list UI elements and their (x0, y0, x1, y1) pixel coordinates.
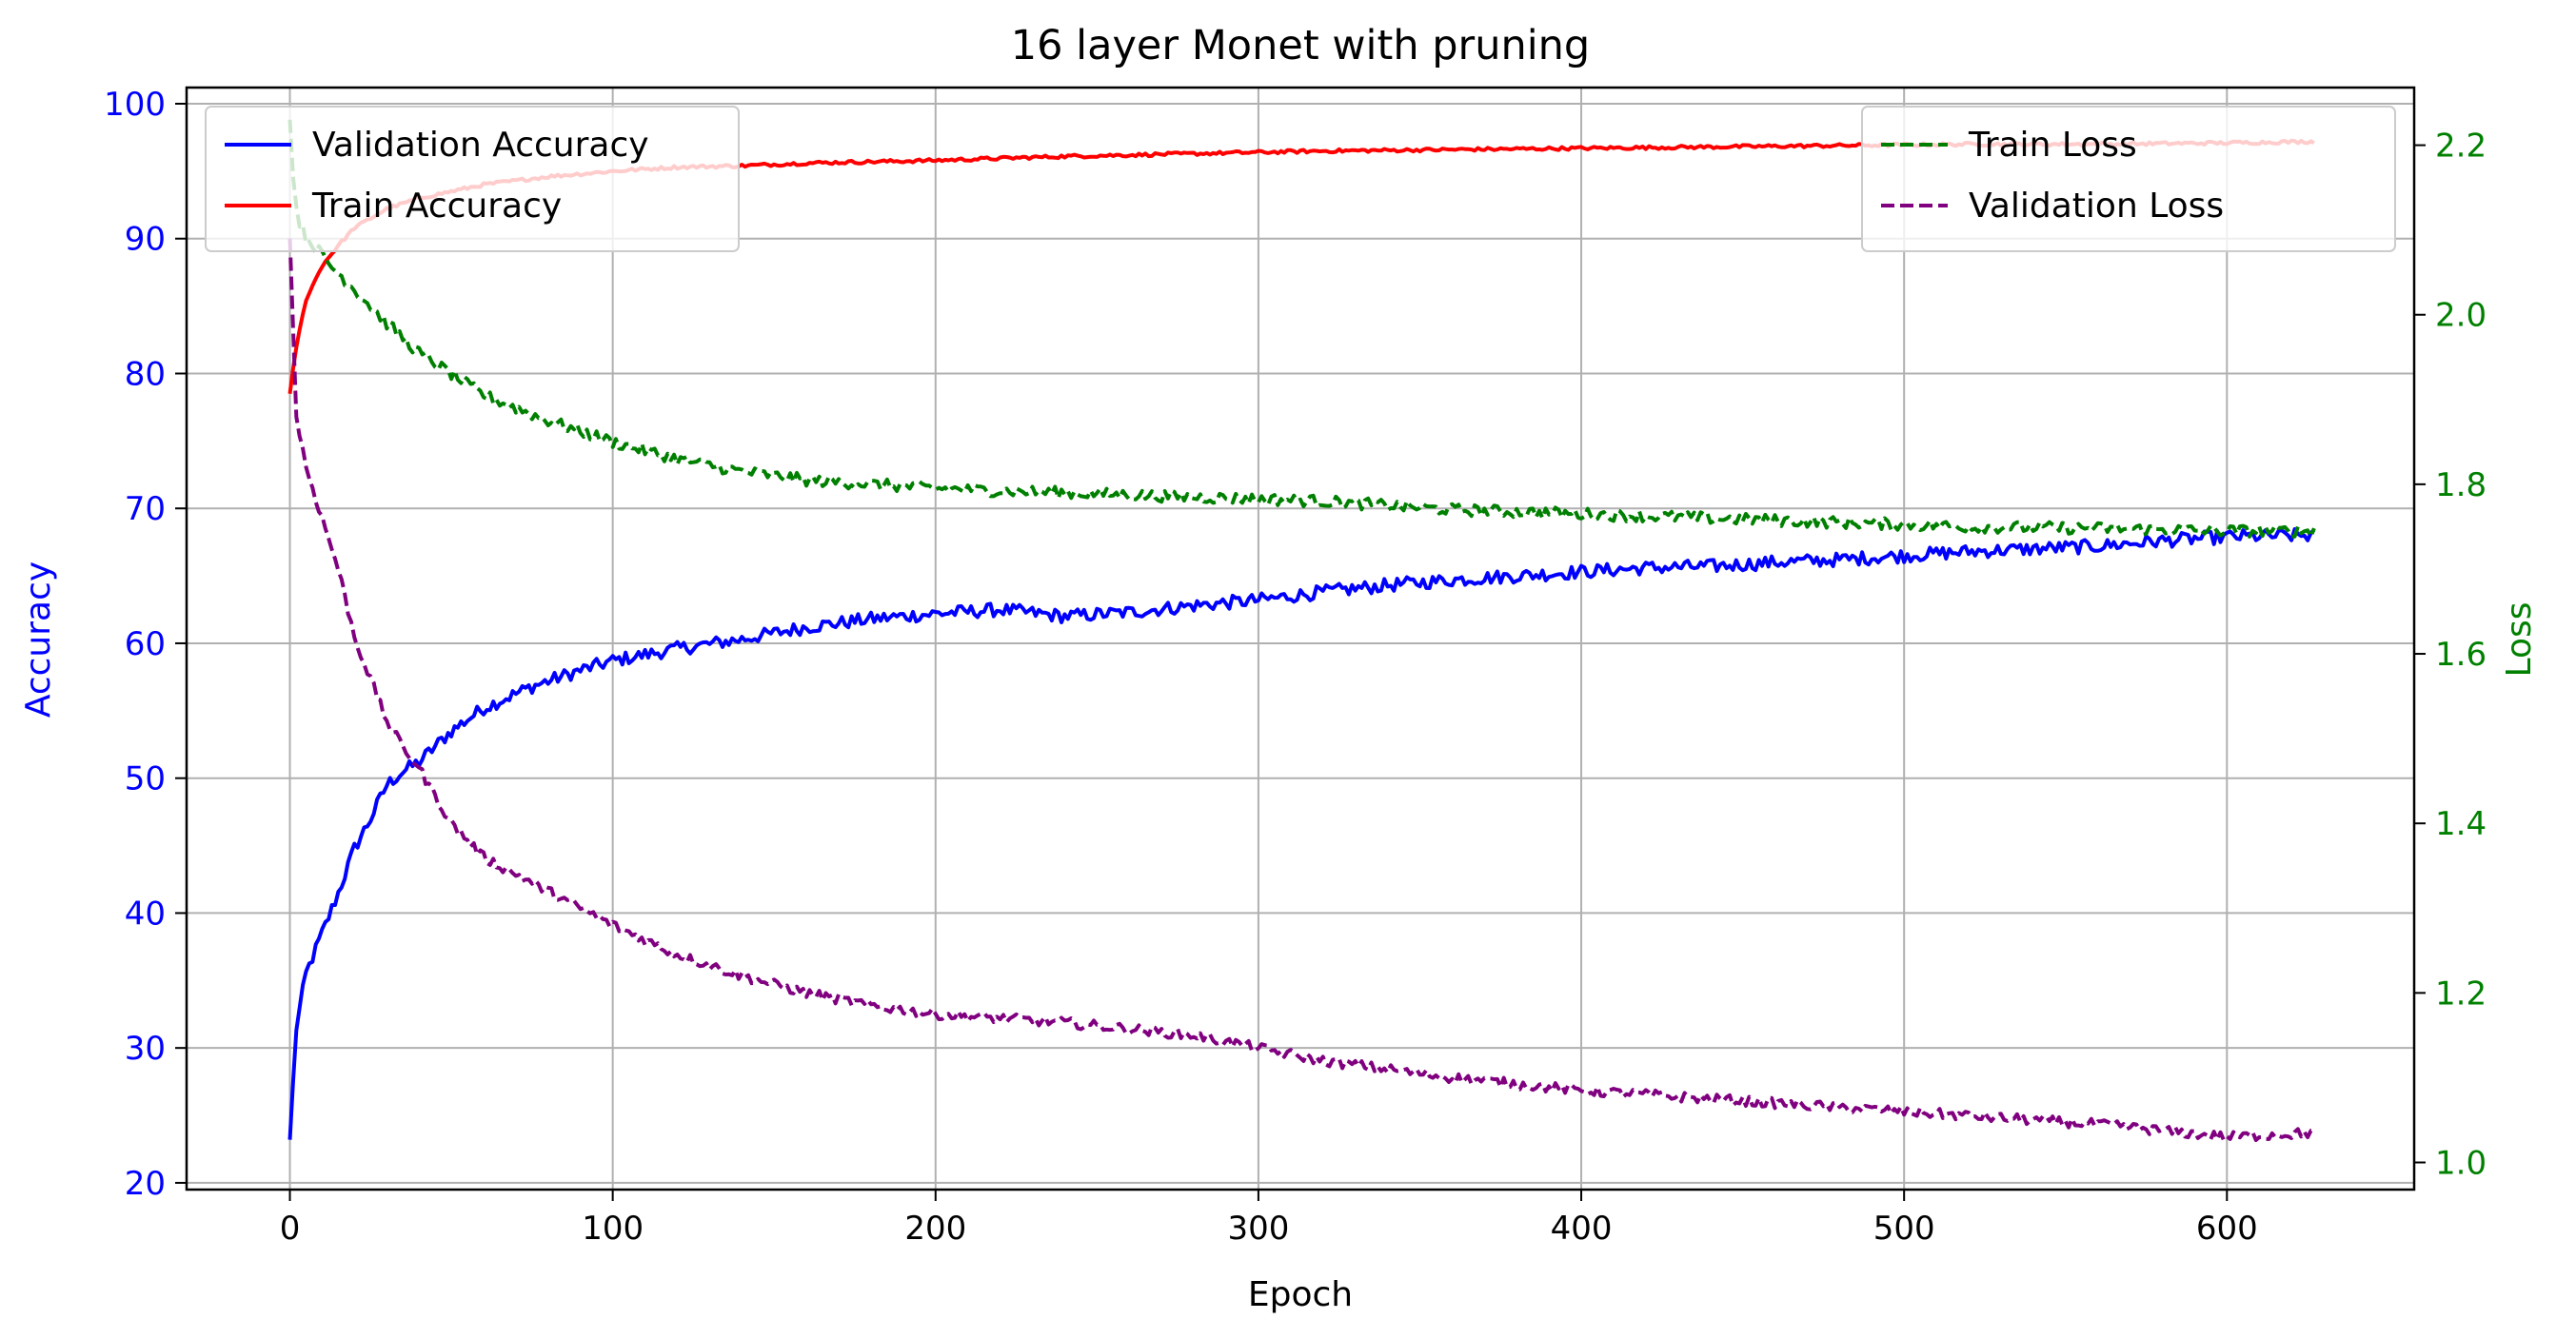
axes: 0 100 200 300 400 500 600 20 30 40 50 60 70 80 90 100 1.… (104, 86, 2487, 1248)
x-tick-label: 100 (582, 1210, 644, 1248)
x-tick-label: 400 (1551, 1210, 1613, 1248)
y-axis-label-left: Accuracy (19, 561, 58, 718)
series-validation-loss (287, 238, 2315, 1142)
y-tick-label-right: 1.6 (2435, 636, 2487, 674)
legend-label: Train Accuracy (311, 187, 562, 226)
legend-accuracy: Validation Accuracy Train Accuracy (205, 106, 740, 252)
x-tick-label: 500 (1873, 1210, 1935, 1248)
y-axis-label-right: Loss (2500, 602, 2539, 678)
x-tick-label: 600 (2196, 1210, 2258, 1248)
y-tick-label-left: 80 (125, 355, 166, 393)
grid (187, 88, 2414, 1190)
series-validation-accuracy (287, 527, 2316, 1140)
y-tick-label-left: 70 (125, 490, 166, 528)
legend-label: Validation Accuracy (312, 126, 649, 165)
legend-label: Train Loss (1968, 126, 2137, 165)
y-tick-label-left: 90 (125, 221, 166, 259)
y-tick-label-left: 40 (125, 895, 166, 933)
y-tick-label-right: 1.4 (2435, 805, 2487, 843)
y-tick-label-left: 30 (125, 1030, 166, 1068)
y-tick-label-right: 1.0 (2435, 1144, 2487, 1182)
y-tick-label-right: 2.0 (2435, 297, 2487, 335)
x-axis-label: Epoch (1248, 1275, 1353, 1314)
y-tick-label-left: 50 (125, 760, 166, 798)
y-tick-label-right: 2.2 (2435, 128, 2487, 166)
y-tick-label-right: 1.8 (2435, 466, 2487, 504)
legend-box (1861, 106, 2396, 252)
y-tick-label-right: 1.2 (2435, 975, 2487, 1013)
y-tick-label-left: 100 (104, 86, 166, 124)
y-tick-label-left: 60 (125, 625, 166, 663)
x-tick-label: 300 (1227, 1210, 1289, 1248)
x-tick-label: 0 (280, 1210, 301, 1248)
plot-frame (185, 86, 2416, 1191)
legend-loss: Train Loss Validation Loss (1861, 106, 2396, 252)
legend-label: Validation Loss (1969, 187, 2224, 226)
legend-box (205, 106, 740, 252)
y-tick-label-left: 20 (125, 1165, 166, 1203)
x-tick-label: 200 (904, 1210, 966, 1248)
chart-title: 16 layer Monet with pruning (1011, 22, 1590, 69)
series-train-loss (287, 119, 2316, 539)
